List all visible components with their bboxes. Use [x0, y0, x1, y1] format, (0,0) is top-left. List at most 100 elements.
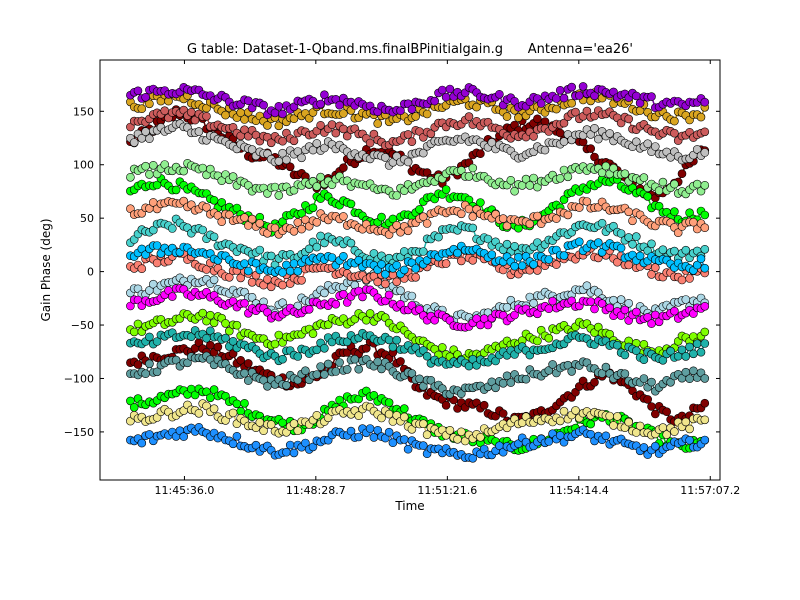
data-point — [384, 335, 394, 345]
series-20 — [126, 326, 710, 371]
data-point — [232, 399, 242, 409]
data-point — [316, 231, 325, 241]
data-point — [555, 86, 565, 95]
data-point — [567, 367, 577, 376]
data-point — [548, 296, 557, 306]
data-point — [240, 213, 249, 222]
y-axis-label: Gain Phase (deg) — [39, 218, 53, 321]
data-point — [593, 134, 603, 144]
data-point — [692, 145, 702, 154]
data-point — [160, 160, 169, 169]
data-point — [335, 358, 344, 367]
data-point — [209, 385, 219, 394]
data-point — [365, 138, 375, 148]
data-point — [650, 441, 660, 451]
data-point — [700, 301, 710, 311]
data-point — [403, 130, 413, 139]
data-point — [365, 309, 375, 318]
data-point — [597, 218, 607, 228]
data-point — [502, 302, 512, 312]
data-point — [525, 181, 535, 190]
data-point — [601, 362, 611, 372]
data-point — [297, 153, 306, 163]
data-point — [369, 433, 379, 442]
data-point — [323, 413, 333, 423]
data-point — [670, 116, 679, 126]
data-point — [426, 129, 436, 139]
data-point — [293, 218, 303, 227]
data-point — [247, 214, 257, 224]
data-point — [392, 335, 402, 345]
data-point — [559, 118, 569, 128]
data-point — [354, 255, 364, 265]
data-point — [635, 251, 645, 261]
data-point — [312, 370, 322, 379]
data-point — [278, 148, 287, 158]
data-point — [670, 306, 679, 316]
data-point — [206, 393, 215, 403]
data-point — [247, 277, 257, 287]
data-point — [586, 297, 596, 306]
data-point — [491, 383, 500, 393]
data-point — [206, 310, 215, 320]
data-point — [289, 114, 299, 123]
data-point — [529, 298, 538, 308]
data-point — [586, 130, 596, 139]
series-7 — [126, 308, 710, 364]
data-point — [593, 238, 603, 247]
data-point — [297, 224, 306, 234]
data-point — [620, 305, 630, 315]
data-point — [464, 204, 474, 214]
data-point — [647, 319, 656, 328]
data-point — [590, 124, 599, 133]
data-point — [396, 286, 405, 295]
data-point — [453, 248, 462, 258]
data-point — [221, 333, 230, 343]
data-point — [392, 191, 402, 200]
data-point — [278, 268, 287, 277]
data-point — [354, 432, 364, 442]
data-point — [350, 354, 360, 364]
data-point — [129, 327, 139, 337]
data-point — [171, 355, 181, 365]
data-point — [289, 448, 299, 458]
data-point — [574, 91, 584, 100]
data-point — [274, 121, 284, 131]
data-point — [209, 404, 219, 414]
data-point — [407, 137, 417, 146]
data-point — [430, 96, 440, 106]
data-point — [278, 354, 287, 364]
data-point — [145, 99, 154, 109]
data-point — [620, 350, 630, 360]
data-point — [129, 138, 139, 147]
data-point — [399, 265, 409, 275]
data-point — [445, 84, 455, 94]
data-point — [612, 257, 622, 267]
data-point — [624, 417, 634, 427]
data-point — [681, 352, 691, 361]
data-point — [700, 374, 710, 383]
data-point — [514, 252, 523, 262]
data-point — [240, 298, 249, 308]
data-point — [221, 319, 230, 328]
data-point — [666, 377, 675, 387]
data-point — [700, 398, 710, 408]
data-point — [320, 288, 329, 298]
data-point — [145, 359, 154, 369]
data-point — [187, 108, 196, 117]
x-tick-label: 11:51:21.6 — [417, 484, 477, 497]
data-point — [396, 357, 405, 366]
data-point — [670, 246, 679, 256]
data-point — [476, 198, 485, 207]
data-point — [555, 416, 565, 426]
data-point — [506, 378, 516, 387]
data-point — [677, 345, 687, 355]
data-point — [384, 409, 394, 419]
data-point — [263, 121, 272, 130]
data-point — [415, 305, 424, 314]
data-point — [145, 170, 154, 179]
data-point — [225, 326, 234, 336]
y-tick-label: −50 — [71, 319, 94, 332]
data-point — [647, 402, 656, 411]
data-point — [289, 136, 299, 146]
